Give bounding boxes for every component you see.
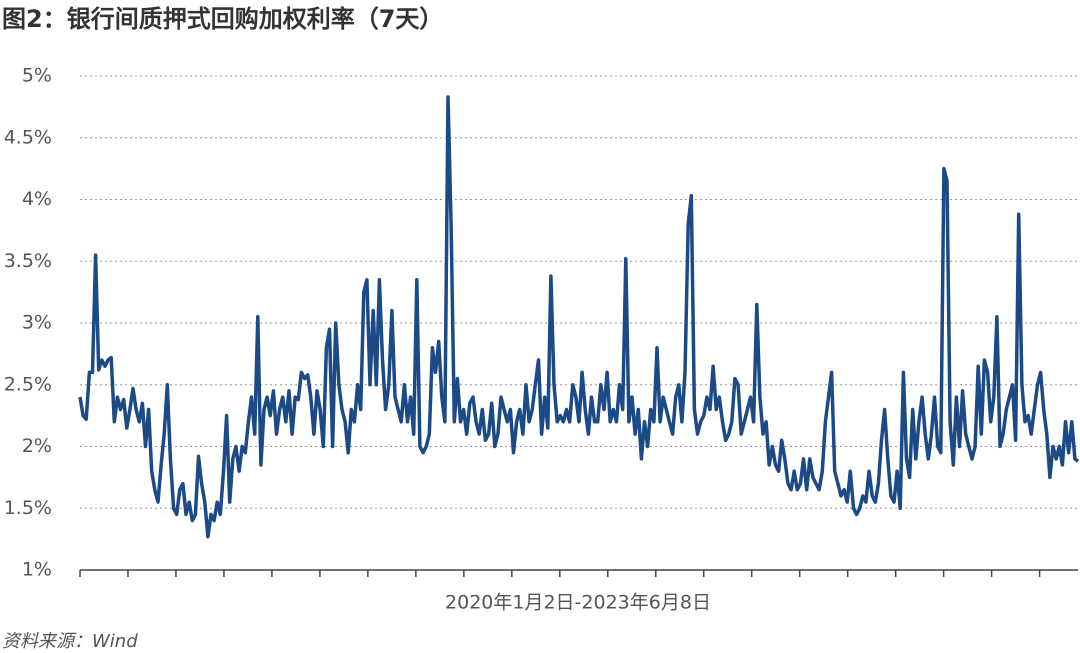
- y-tick-label: 1.5%: [4, 497, 52, 519]
- y-tick-label: 4%: [22, 188, 52, 210]
- chart-title: 图2：银行间质押式回购加权利率（7天）: [2, 5, 443, 33]
- y-tick-label: 2.5%: [4, 373, 52, 395]
- y-tick-label: 2%: [22, 435, 52, 457]
- y-tick-label: 5%: [22, 65, 52, 87]
- source-note: 资料来源：Wind: [2, 631, 138, 652]
- y-tick-label: 3%: [22, 312, 52, 334]
- y-tick-label: 3.5%: [4, 250, 52, 272]
- y-tick-label: 1%: [22, 559, 52, 581]
- data-line: [78, 95, 1080, 539]
- y-tick-label: 4.5%: [4, 126, 52, 148]
- x-axis-label: 2020年1月2日-2023年6月8日: [445, 592, 711, 614]
